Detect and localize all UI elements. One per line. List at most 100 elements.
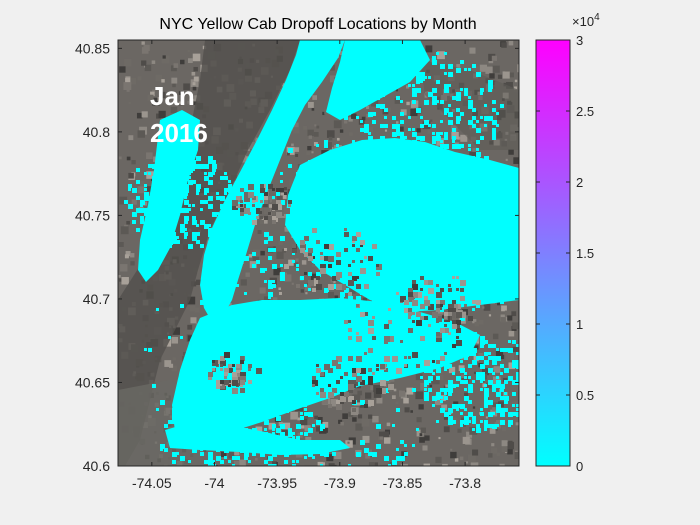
dropoff-cell [500, 372, 503, 375]
dropoff-cell [192, 236, 197, 241]
dropoff-cell [520, 380, 524, 384]
dropoff-cell [476, 72, 481, 77]
dropoff-cell [144, 184, 147, 187]
satellite-texture-patch [508, 362, 516, 370]
dropoff-cell [200, 448, 203, 451]
dropoff-cell [208, 204, 213, 209]
dropoff-cell [244, 456, 248, 460]
dropoff-cell [148, 236, 152, 240]
sparse-gap-cell [336, 380, 340, 384]
dropoff-cell [360, 120, 363, 123]
dropoff-cell [440, 204, 444, 208]
dropoff-cell [508, 248, 511, 251]
dropoff-cell [416, 232, 421, 237]
dropoff-cell [228, 376, 231, 379]
dropoff-cell [192, 180, 196, 184]
satellite-texture-patch [141, 47, 149, 54]
dropoff-cell [508, 340, 511, 343]
dropoff-cell [232, 216, 237, 221]
dropoff-cell [272, 196, 275, 199]
satellite-texture-patch [383, 431, 390, 438]
month-label-month: Jan [150, 81, 195, 111]
dropoff-cell [152, 200, 157, 205]
dropoff-cell [248, 308, 251, 311]
satellite-texture-patch [305, 436, 312, 443]
dropoff-cell [460, 220, 464, 224]
dropoff-cell [344, 240, 347, 243]
dropoff-cell [476, 228, 480, 232]
satellite-texture-patch [126, 220, 130, 225]
sparse-gap-cell [264, 192, 268, 196]
dropoff-cell [292, 464, 296, 466]
dropoff-cell [424, 256, 427, 259]
dropoff-cell [172, 232, 176, 236]
dropoff-cell [464, 420, 469, 425]
sparse-gap-cell [220, 384, 225, 389]
dropoff-cell [476, 152, 481, 157]
dropoff-cell [484, 124, 487, 127]
dropoff-cell [448, 384, 452, 388]
sparse-gap-cell [344, 372, 348, 376]
dropoff-cell [172, 200, 175, 203]
dropoff-cell [200, 200, 204, 204]
sparse-gap-cell [408, 312, 412, 316]
dropoff-cell [252, 496, 257, 501]
dropoff-cell [440, 120, 443, 123]
dropoff-cell [464, 68, 467, 71]
dropoff-cell [252, 452, 256, 456]
sparse-gap-cell [276, 204, 282, 210]
dropoff-cell [368, 64, 373, 69]
dropoff-cell [520, 248, 524, 252]
dropoff-cell [392, 324, 395, 327]
sparse-gap-cell [224, 352, 230, 358]
satellite-texture-patch [170, 106, 178, 114]
satellite-texture-patch [255, 426, 263, 434]
dropoff-cell [372, 248, 376, 252]
satellite-texture-patch [418, 404, 424, 410]
dropoff-cell [428, 368, 433, 373]
dropoff-cell [488, 232, 491, 235]
dropoff-cell [468, 236, 473, 241]
satellite-texture-patch [276, 195, 283, 202]
sparse-gap-cell [416, 320, 422, 326]
dropoff-cell [476, 376, 480, 380]
dropoff-cell [240, 408, 245, 413]
dropoff-cell [232, 496, 237, 501]
dropoff-cell [276, 192, 280, 196]
dropoff-cell [528, 388, 533, 393]
dropoff-cell [480, 380, 483, 383]
dropoff-cell [264, 268, 267, 271]
dropoff-cell [396, 456, 401, 461]
dropoff-cell [264, 232, 269, 237]
dropoff-cell [160, 164, 163, 167]
dropoff-cell [432, 404, 435, 407]
dropoff-cell [520, 256, 525, 261]
dropoff-cell [256, 356, 261, 361]
satellite-texture-patch [443, 426, 450, 433]
sparse-gap-cell [456, 312, 462, 318]
sparse-gap-cell [476, 300, 481, 305]
dropoff-cell [184, 200, 189, 205]
dropoff-cell [368, 268, 372, 272]
dropoff-cell [376, 252, 381, 257]
sparse-gap-cell [452, 344, 456, 348]
dropoff-cell [292, 404, 297, 409]
dropoff-cell [268, 292, 273, 297]
sparse-gap-cell [380, 380, 386, 386]
dropoff-cell [208, 456, 213, 461]
dropoff-cell [492, 384, 496, 388]
sparse-gap-cell [272, 188, 275, 191]
satellite-texture-patch [233, 460, 240, 466]
dropoff-cell [248, 488, 253, 493]
dropoff-cell [464, 232, 467, 235]
dropoff-cell [488, 248, 492, 252]
dropoff-cell [424, 60, 427, 63]
dropoff-cell [248, 384, 253, 389]
satellite-texture-patch [352, 394, 361, 403]
dropoff-cell [468, 224, 472, 228]
dropoff-cell [468, 104, 473, 109]
dropoff-cell [244, 428, 248, 432]
dropoff-cell [364, 448, 369, 453]
dropoff-cell [452, 340, 456, 344]
